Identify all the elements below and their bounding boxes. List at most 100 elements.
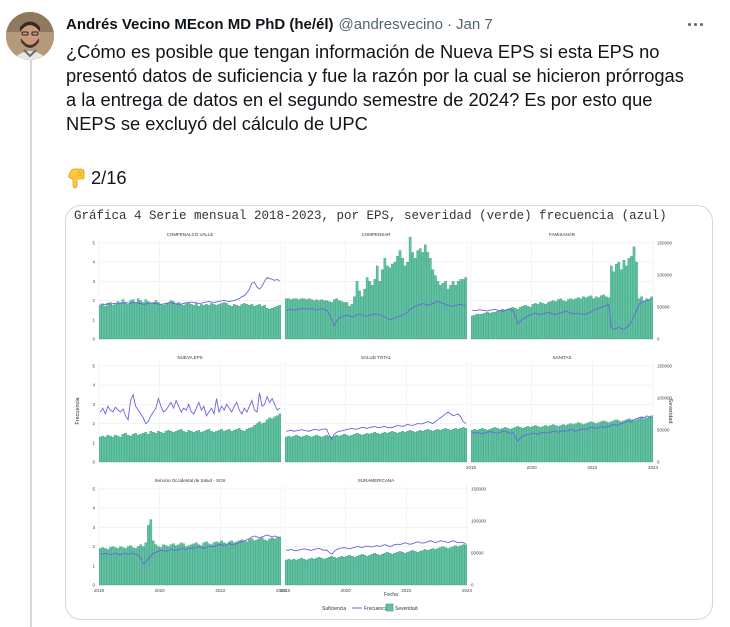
severidad-bar [599, 295, 603, 340]
severidad-bar [131, 547, 135, 586]
severidad-bar [310, 436, 313, 463]
severidad-bar [287, 298, 291, 340]
severidad-bar [421, 550, 425, 586]
severidad-bar [589, 295, 593, 340]
severidad-bar [268, 538, 271, 586]
severidad-bar [106, 303, 110, 340]
severidad-bar [144, 542, 148, 586]
timestamp[interactable]: Jan 7 [456, 15, 493, 33]
severidad-bar [411, 252, 414, 340]
severidad-bar [111, 546, 115, 586]
severidad-bar [157, 302, 160, 340]
panel-title: Servicio Occidental de Salud - SOS [154, 478, 225, 483]
severidad-bar [119, 436, 122, 463]
severidad-bar [172, 543, 175, 586]
severidad-bar [506, 309, 509, 340]
severidad-bar [441, 429, 445, 463]
tweet-text-line: presentó datos de suficiencia y fue la r… [66, 65, 684, 86]
severidad-bar [317, 300, 321, 340]
severidad-bar [197, 430, 201, 463]
more-horizontal-icon[interactable] [682, 11, 708, 37]
left-tick-label: 2 [92, 421, 95, 426]
severidad-bar [610, 421, 613, 463]
severidad-bar [270, 308, 274, 340]
severidad-bar [273, 538, 276, 586]
severidad-bar [164, 545, 168, 586]
severidad-bar [295, 298, 298, 340]
severidad-bar [182, 543, 185, 586]
severidad-bar [235, 429, 239, 463]
severidad-bar [454, 428, 457, 463]
severidad-bar [521, 428, 525, 463]
severidad-bar [449, 430, 452, 463]
severidad-bar [265, 419, 269, 463]
severidad-bar [584, 297, 588, 340]
severidad-bar [114, 304, 117, 340]
severidad-bar [340, 301, 344, 340]
severidad-bar [343, 433, 346, 463]
author-name[interactable]: Andrés Vecino MEcon MD PhD (he/él) [66, 15, 334, 33]
severidad-bar [202, 431, 206, 463]
severidad-bar [612, 420, 616, 463]
tweet-media-chart[interactable]: Gráfica 4 Serie mensual 2018-2023, por E… [65, 205, 713, 620]
severidad-bar [292, 435, 296, 463]
severidad-bar [295, 434, 298, 463]
left-tick-label: 4 [92, 260, 95, 265]
severidad-bar [426, 429, 430, 463]
severidad-bar [461, 427, 465, 463]
severidad-bar [632, 420, 636, 463]
severidad-bar [99, 548, 102, 586]
severidad-bar [401, 552, 404, 586]
severidad-bar [149, 431, 153, 463]
severidad-bar [355, 281, 359, 340]
severidad-bar [182, 305, 185, 340]
severidad-bar [454, 285, 457, 340]
severidad-bar [177, 302, 180, 340]
separator-dot: · [447, 15, 452, 33]
severidad-bar [406, 552, 409, 586]
left-tick-label: 4 [92, 383, 95, 388]
severidad-bar [322, 300, 326, 340]
avatar[interactable] [6, 12, 54, 60]
severidad-bar [212, 304, 216, 340]
severidad-bar [401, 431, 404, 463]
severidad-bar [212, 432, 216, 463]
left-tick-label: 2 [92, 544, 95, 549]
severidad-bar [111, 305, 115, 340]
severidad-bar [310, 299, 313, 340]
severidad-bar [413, 551, 417, 586]
severidad-bar [315, 299, 318, 340]
severidad-bar [473, 429, 477, 463]
severidad-bar [101, 304, 105, 340]
severidad-bar [534, 425, 537, 463]
author-handle[interactable]: @andresvecino [338, 15, 443, 33]
severidad-bar [544, 425, 547, 463]
severidad-bar [589, 421, 593, 463]
severidad-bar [217, 542, 221, 586]
x-tick-label: 2024 [462, 588, 473, 593]
severidad-bar [386, 265, 389, 340]
severidad-bar [302, 435, 306, 463]
severidad-bar [147, 525, 150, 586]
severidad-bar [370, 554, 374, 586]
severidad-bar [260, 423, 264, 463]
severidad-bar [210, 303, 213, 340]
severidad-bar [434, 549, 437, 586]
severidad-bar [368, 433, 371, 463]
left-tick-label: 5 [92, 363, 95, 368]
severidad-bar [225, 303, 228, 340]
severidad-bar [325, 300, 328, 340]
panel-title: SURAMERICANA [358, 478, 394, 483]
severidad-bar [406, 431, 409, 463]
severidad-bar [230, 306, 233, 340]
severidad-bar [411, 550, 414, 586]
severidad-bar [431, 548, 435, 586]
severidad-bar [190, 544, 193, 586]
severidad-bar [200, 304, 203, 340]
severidad-bar [162, 305, 165, 340]
severidad-bar [348, 555, 351, 586]
severidad-bar [577, 297, 580, 340]
severidad-bar [441, 283, 445, 340]
severidad-bar [546, 426, 550, 463]
severidad-bar [126, 304, 130, 340]
